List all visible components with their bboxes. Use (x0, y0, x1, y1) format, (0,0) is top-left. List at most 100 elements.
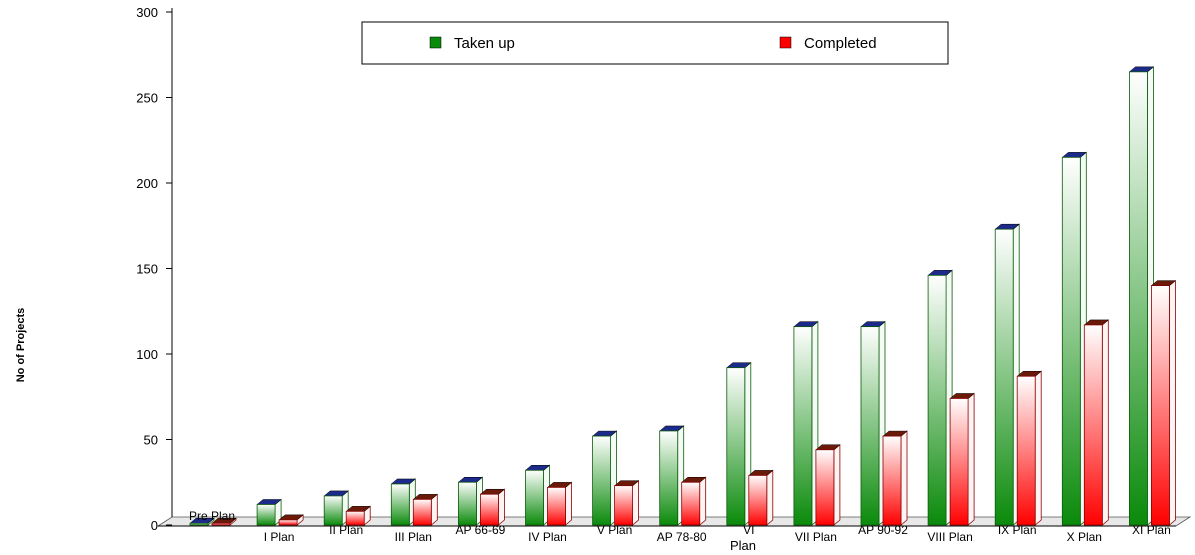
x-tick-label: II Plan (329, 523, 363, 537)
bar-front-taken-up (659, 430, 679, 526)
bar-side-completed (900, 430, 908, 526)
bar-front-completed (1151, 285, 1170, 526)
bar-taken-up (390, 478, 416, 526)
bar-side-completed (497, 488, 505, 526)
bar-taken-up (524, 464, 551, 526)
bar-side-completed (565, 481, 572, 526)
bar-front-taken-up (726, 367, 746, 526)
bar-side-completed (699, 476, 707, 526)
bar-front-taken-up (994, 228, 1014, 526)
bar-front-taken-up (592, 435, 611, 526)
bar-front-taken-up (927, 274, 947, 526)
bar-side-completed (632, 479, 639, 526)
legend-label-completed: Completed (804, 35, 877, 52)
y-axis-title: No of Projects (15, 308, 27, 383)
legend-box (361, 21, 949, 65)
y-tick-label: 100 (136, 347, 158, 362)
bar-front-taken-up (1129, 71, 1148, 526)
bar-front-completed (882, 435, 902, 526)
bar-taken-up (591, 430, 618, 526)
legend-swatch-completed (779, 36, 792, 49)
bar-side-completed (967, 392, 975, 526)
bar-completed (1016, 370, 1042, 526)
y-tick-label: 300 (136, 5, 158, 20)
bar-completed (546, 481, 573, 526)
bar-completed (949, 392, 975, 526)
x-tick-label: VIII Plan (927, 530, 972, 544)
bar-taken-up (457, 476, 484, 526)
y-ticks: 0 50 100 150 200 250 300 (136, 5, 172, 533)
bar-side-completed (1101, 319, 1109, 526)
bar-completed (278, 514, 304, 526)
bar-front-completed (614, 485, 633, 526)
x-tick-labels: Pre Plan I Plan II Plan III Plan AP 66-69 IV … (189, 509, 1171, 544)
bar-front-completed (1016, 375, 1036, 526)
bars (189, 65, 1177, 526)
bar-completed (1150, 279, 1177, 526)
bar-front-completed (748, 475, 768, 526)
bar-taken-up (256, 498, 282, 526)
bar-taken-up (927, 269, 953, 526)
legend-swatch-taken-up (429, 36, 442, 49)
bar-completed (681, 476, 707, 526)
y-tick-label: 0 (151, 518, 158, 533)
bar-front-completed (479, 493, 499, 526)
bar-front-taken-up (256, 504, 276, 526)
bar-front-completed (412, 498, 432, 526)
x-tick-label: AP 90-92 (858, 523, 908, 537)
y-tick-label: 200 (136, 176, 158, 191)
bar-completed (748, 469, 774, 526)
bar-front-taken-up (457, 481, 477, 526)
bar-side-completed (1169, 279, 1176, 526)
bar-side-completed (430, 493, 438, 526)
x-tick-label: VII Plan (795, 530, 837, 544)
bar-side-completed (833, 443, 841, 526)
bar-front-completed (345, 510, 365, 526)
x-tick-label: III Plan (395, 530, 432, 544)
bar-front-taken-up (390, 483, 410, 526)
bar-front-completed (211, 522, 231, 526)
bar-side-completed (1034, 370, 1042, 526)
x-tick-label: Pre Plan (189, 509, 235, 523)
bar-front-completed (278, 519, 298, 526)
x-tick-label: VI (743, 523, 754, 537)
x-axis-title: Plan (730, 538, 756, 553)
y-tick-label: 250 (136, 91, 158, 106)
bar-completed (412, 493, 438, 526)
bar-taken-up (1061, 151, 1087, 526)
bar-front-taken-up (525, 469, 544, 526)
bar-taken-up (793, 320, 819, 526)
x-tick-label: IV Plan (528, 530, 567, 544)
bar-front-completed (815, 449, 835, 526)
y-tick-label: 50 (144, 433, 158, 448)
x-tick-label: AP 78-80 (657, 530, 707, 544)
bar-front-taken-up (189, 522, 209, 526)
bar-completed (1083, 319, 1109, 526)
bar-front-taken-up (793, 326, 813, 526)
bar-completed (345, 505, 371, 526)
bar-completed (613, 479, 640, 526)
x-tick-label: V Plan (597, 523, 632, 537)
legend-label-taken-up: Taken up (454, 35, 515, 52)
x-tick-label: XI Plan (1132, 523, 1171, 537)
bar-taken-up (860, 320, 886, 526)
bar-front-taken-up (1061, 156, 1081, 526)
x-tick-label: AP 66-69 (455, 523, 505, 537)
x-tick-label: IX Plan (998, 523, 1037, 537)
bar-front-taken-up (860, 326, 880, 526)
bar-completed (882, 430, 908, 526)
y-tick-label: 150 (136, 262, 158, 277)
x-tick-label: I Plan (264, 530, 295, 544)
bar-front-completed (1083, 324, 1103, 526)
bar-front-completed (547, 486, 566, 526)
bar-side-completed (766, 469, 774, 526)
x-tick-label: X Plan (1067, 530, 1102, 544)
bar-front-completed (949, 398, 969, 526)
bar-taken-up (189, 517, 215, 526)
bar-taken-up (659, 425, 685, 526)
legend: Taken up Completed (361, 21, 949, 65)
bar-front-completed (681, 481, 701, 526)
bar-taken-up (323, 490, 349, 526)
bar-completed (211, 517, 237, 526)
